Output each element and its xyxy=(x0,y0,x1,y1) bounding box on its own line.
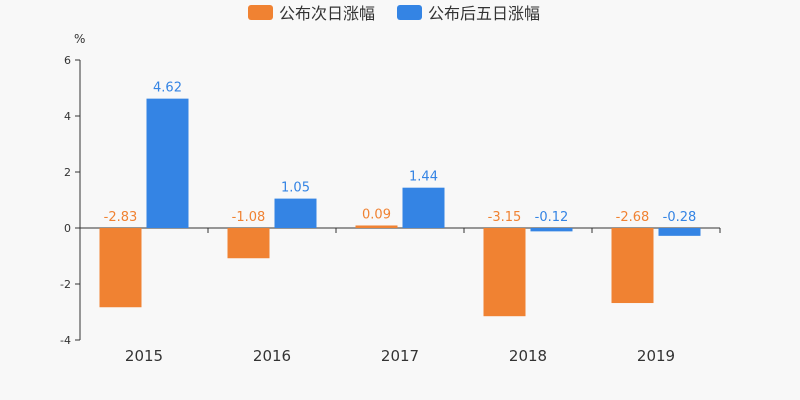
data-label: -2.68 xyxy=(616,210,650,225)
data-label: -1.08 xyxy=(232,210,266,225)
bar xyxy=(611,228,654,304)
legend-label: 公布次日涨幅 xyxy=(279,4,375,23)
bar xyxy=(355,225,398,228)
bar xyxy=(227,228,270,259)
data-label: -0.12 xyxy=(535,210,569,225)
y-tick-label: 4 xyxy=(64,110,71,123)
bar xyxy=(402,187,445,228)
y-tick-label: -2 xyxy=(60,278,71,291)
data-label: -0.28 xyxy=(663,210,697,225)
y-tick-label: 6 xyxy=(64,54,71,67)
data-label: -2.83 xyxy=(104,210,138,225)
legend: 公布次日涨幅 公布后五日涨幅 xyxy=(248,4,540,23)
bar xyxy=(99,228,142,308)
legend-swatch xyxy=(397,5,422,20)
bar xyxy=(530,228,573,232)
bar xyxy=(146,98,189,228)
data-label: 1.05 xyxy=(281,181,310,196)
data-labels: -2.83 4.62 -1.08 1.05 0.09 1.44 -3.15 -0.12 -2.6… xyxy=(104,81,697,225)
x-tick-label: 2018 xyxy=(509,347,547,365)
x-tick-label: 2015 xyxy=(125,347,163,365)
x-tick-label: 2019 xyxy=(637,347,675,365)
data-label: 1.44 xyxy=(409,170,438,185)
legend-swatch xyxy=(248,5,273,20)
x-tick-label: 2016 xyxy=(253,347,291,365)
data-label: 4.62 xyxy=(153,81,182,96)
data-label: 0.09 xyxy=(362,207,391,222)
x-tick-label: 2017 xyxy=(381,347,419,365)
y-axis-unit: % xyxy=(74,32,85,46)
y-tick-label: 2 xyxy=(64,166,71,179)
bar xyxy=(483,228,526,317)
bar xyxy=(658,228,701,236)
y-tick-label: -4 xyxy=(60,334,71,347)
bars xyxy=(99,98,701,317)
data-label: -3.15 xyxy=(488,210,522,225)
bar xyxy=(274,198,317,228)
y-tick-label: 0 xyxy=(64,222,71,235)
legend-label: 公布后五日涨幅 xyxy=(428,4,540,23)
